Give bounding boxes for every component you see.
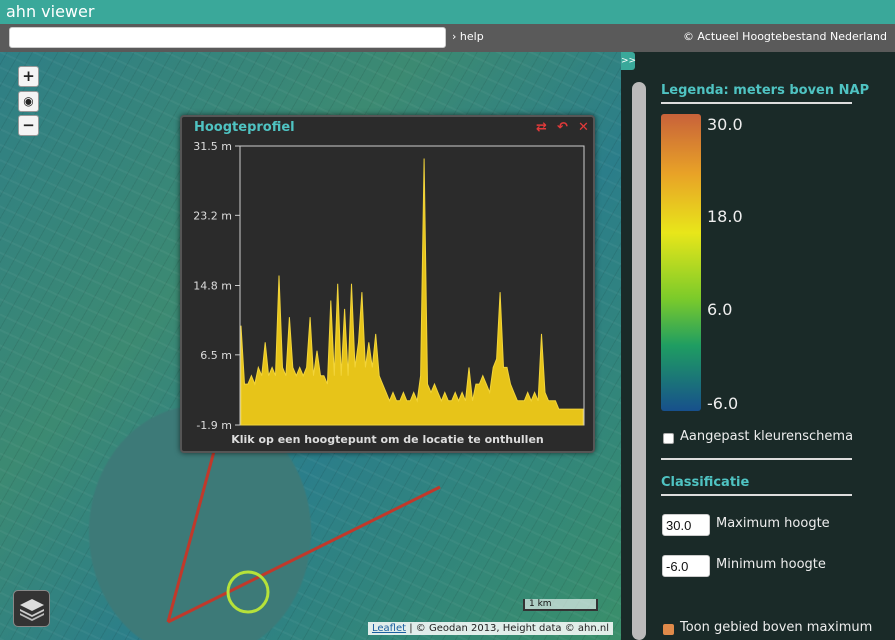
- zoom-in-button[interactable]: +: [18, 66, 39, 87]
- profile-hint: Klik op een hoogtepunt om de locatie te …: [231, 433, 544, 446]
- elevation-area-series: [240, 158, 584, 426]
- sidebar-toggle-button[interactable]: >>: [621, 52, 636, 70]
- min-height-input[interactable]: [662, 555, 710, 577]
- legend-value: 18.0: [707, 207, 743, 226]
- classification-title: Classificatie: [661, 475, 750, 490]
- y-tick-label: 14.8 m: [193, 280, 232, 293]
- swap-icon[interactable]: ⇄: [536, 120, 547, 135]
- map-view[interactable]: + ◉ − 1 km Leaflet | © Geodan 2013, Heig…: [0, 52, 621, 640]
- search-input[interactable]: [9, 27, 446, 48]
- roundabout-feature: [226, 570, 270, 614]
- sidebar-scrollbar[interactable]: [632, 82, 646, 640]
- max-height-input[interactable]: [662, 514, 710, 536]
- y-tick-label: 23.2 m: [193, 209, 232, 222]
- help-label: help: [459, 30, 484, 43]
- y-tick-label: 6.5 m: [200, 349, 232, 362]
- legend-title: Legenda: meters boven NAP: [661, 83, 870, 98]
- divider: [661, 458, 852, 460]
- sidebar: >> Legenda: meters boven NAP 30.0 18.0 6…: [621, 52, 895, 640]
- y-tick-label: 31.5 m: [193, 140, 232, 153]
- scale-bar: 1 km: [523, 599, 598, 611]
- show-above-label: Toon gebied boven maximum: [680, 620, 873, 635]
- toolbar: › help © Actueel Hoogtebestand Nederland: [0, 24, 895, 52]
- app-title-bar: ahn viewer: [0, 0, 895, 24]
- leaflet-link[interactable]: Leaflet: [371, 623, 407, 634]
- custom-scheme-label: Aangepast kleurenschema: [680, 429, 854, 444]
- legend-value: 30.0: [707, 115, 743, 134]
- globe-icon[interactable]: ◉: [18, 91, 39, 112]
- min-height-label: Minimum hoogte: [716, 557, 826, 572]
- elevation-chart[interactable]: 31.5 m 23.2 m 14.8 m 6.5 m -1.9 m: [182, 137, 593, 429]
- profile-panel[interactable]: Hoogteprofiel ⇄ ↶ ✕ 31.5 m 23.2 m 14.8 m 6.…: [180, 115, 595, 453]
- legend-value: 6.0: [707, 300, 733, 319]
- chevron-right-icon: ›: [452, 30, 457, 43]
- custom-scheme-checkbox[interactable]: [663, 433, 674, 444]
- y-tick-label: -1.9 m: [196, 419, 232, 429]
- max-height-label: Maximum hoogte: [716, 516, 830, 531]
- profile-line[interactable]: [167, 485, 441, 624]
- close-icon[interactable]: ✕: [578, 120, 589, 135]
- copyright-text: © Actueel Hoogtebestand Nederland: [682, 30, 887, 43]
- divider: [661, 494, 852, 496]
- show-above-checkbox[interactable]: [663, 624, 674, 635]
- layers-button[interactable]: [13, 590, 50, 627]
- legend-value: -6.0: [707, 394, 739, 413]
- layers-icon: [20, 599, 44, 621]
- app-title: ahn viewer: [6, 2, 95, 21]
- help-link[interactable]: › help: [452, 30, 484, 43]
- divider: [661, 102, 852, 104]
- undo-icon[interactable]: ↶: [557, 120, 568, 135]
- color-legend-bar: [661, 114, 701, 411]
- profile-title: Hoogteprofiel: [194, 120, 295, 135]
- zoom-out-button[interactable]: −: [18, 115, 39, 136]
- map-attribution: Leaflet | © Geodan 2013, Height data © a…: [367, 622, 613, 635]
- attribution-text: | © Geodan 2013, Height data © ahn.nl: [406, 623, 609, 634]
